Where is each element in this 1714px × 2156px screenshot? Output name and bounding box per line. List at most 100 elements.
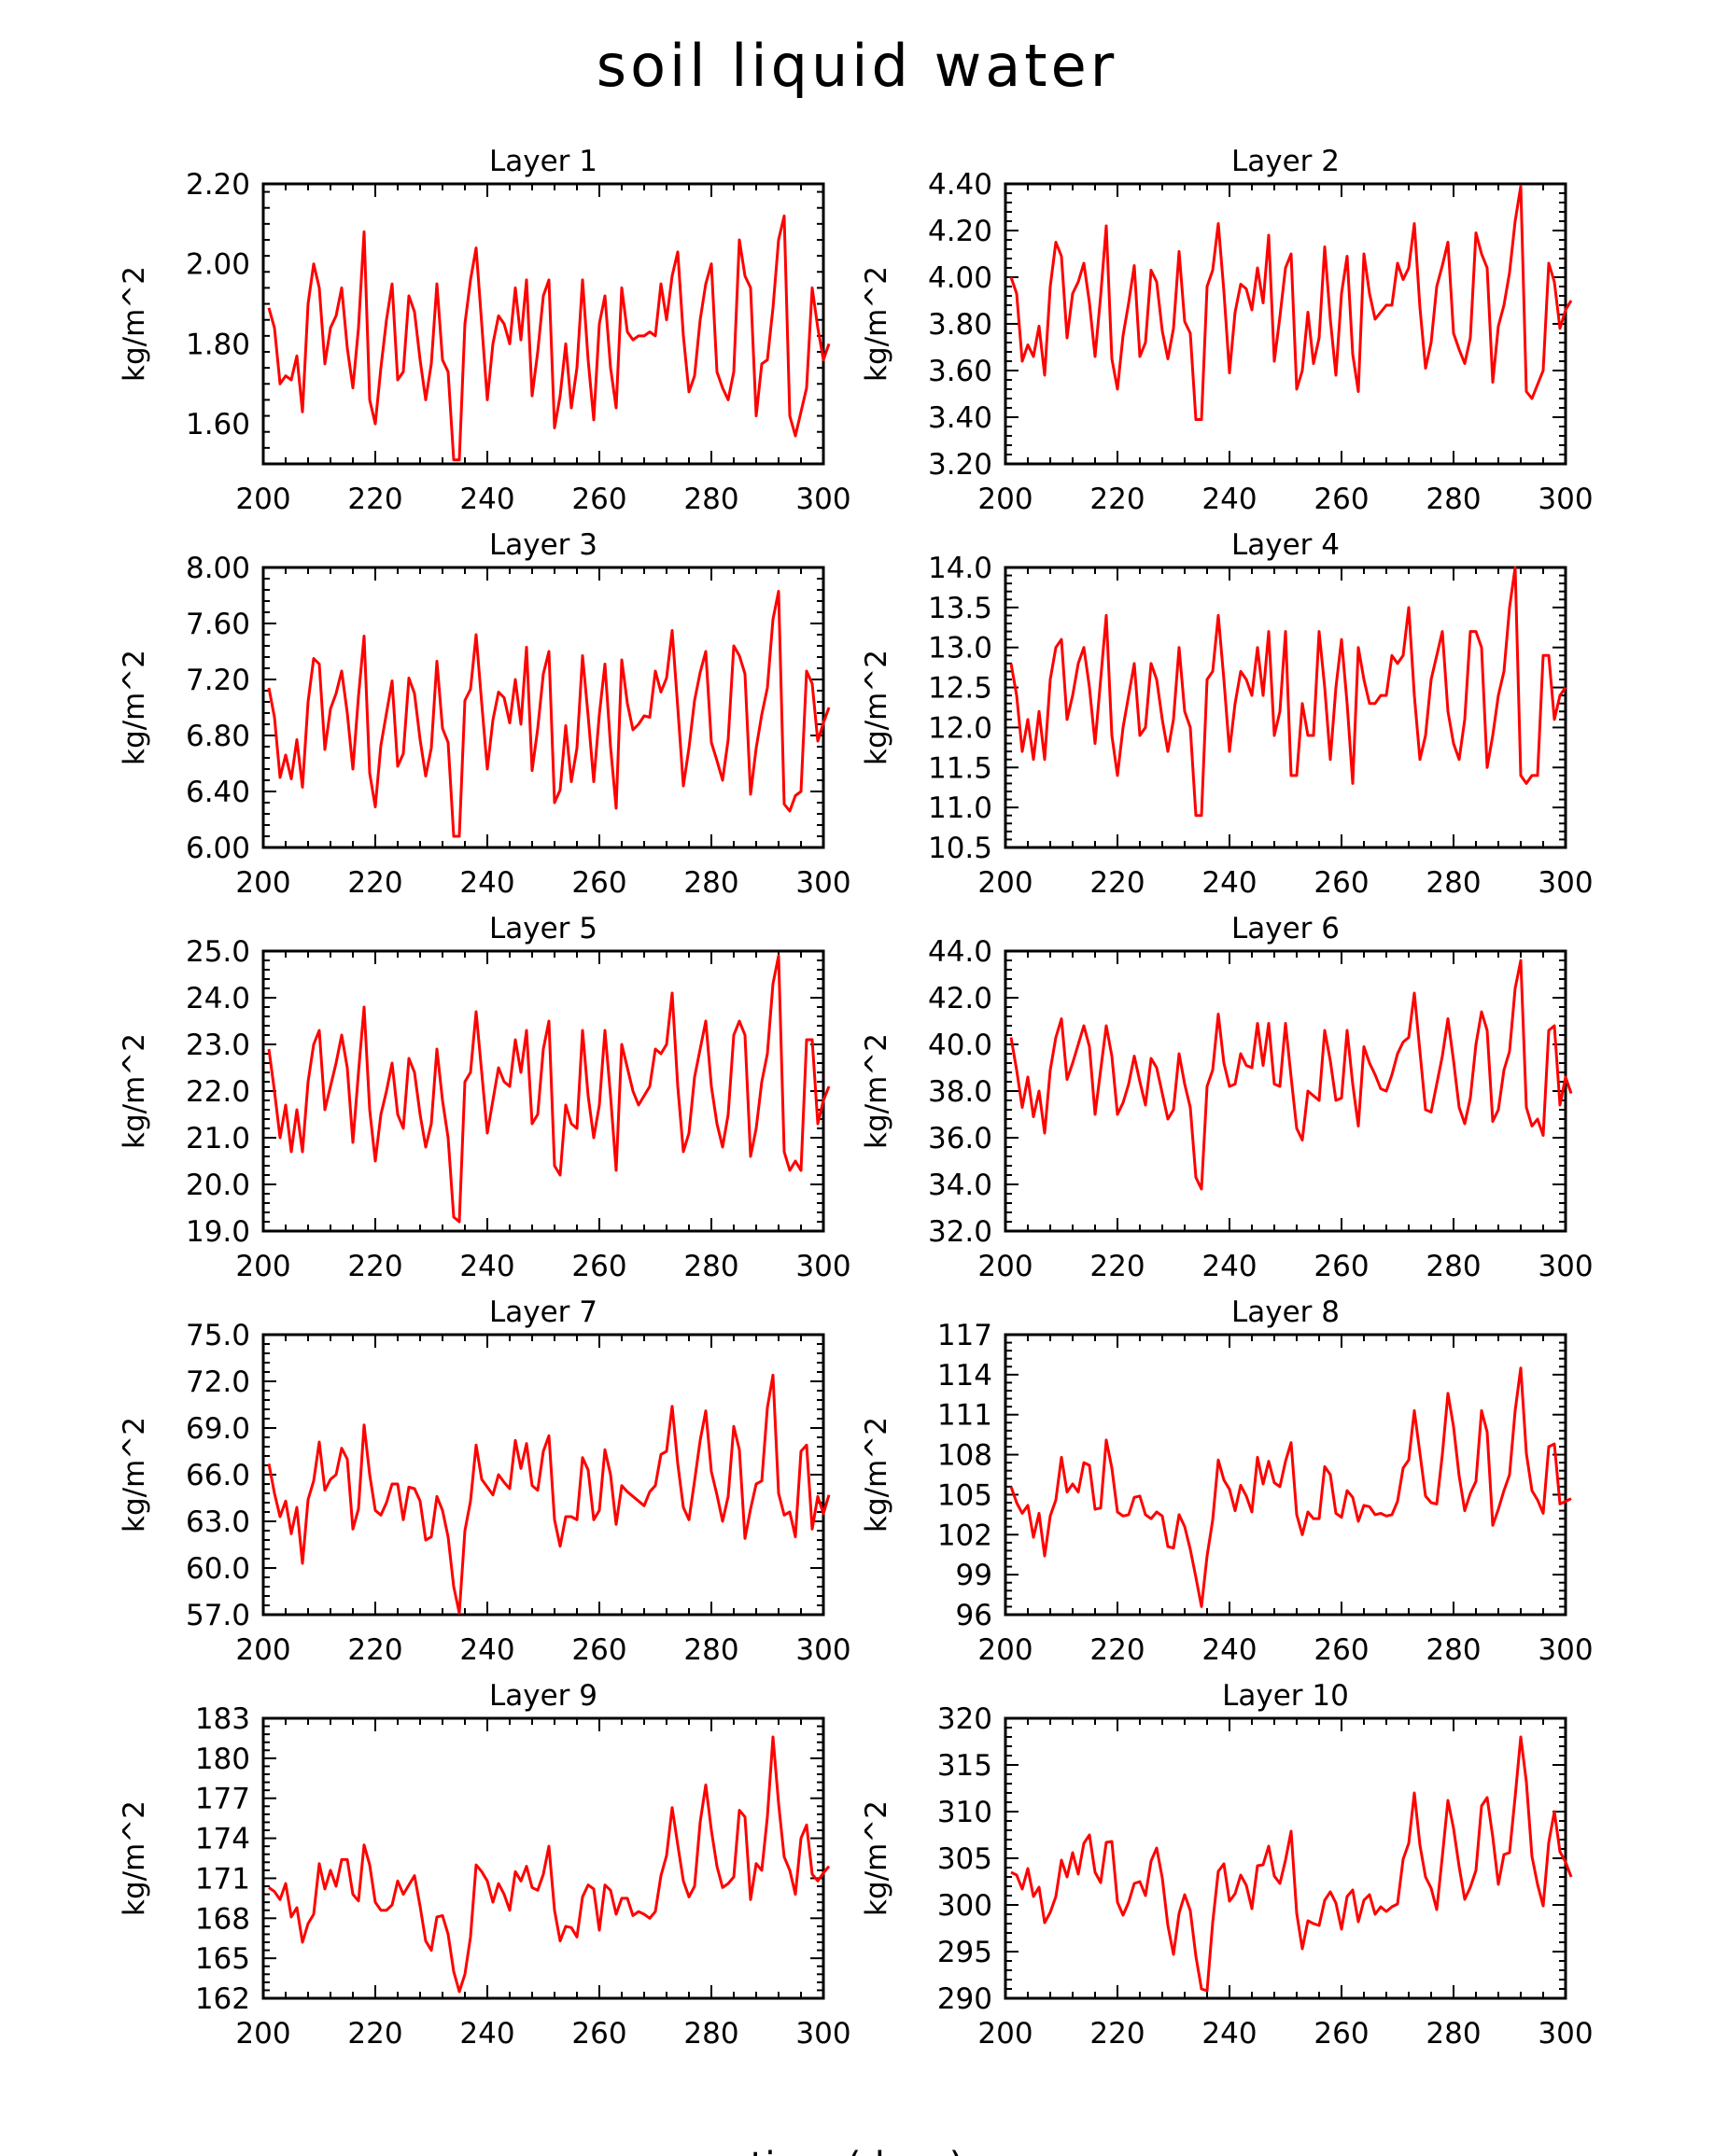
- x-tick-label: 220: [347, 483, 402, 516]
- x-tick-label: 280: [1426, 2017, 1481, 2051]
- y-tick-label: 60.0: [186, 1552, 250, 1586]
- y-tick-label: 165: [195, 1942, 250, 1976]
- x-tick-label: 300: [1538, 1250, 1593, 1283]
- figure-title: soil liquid water: [597, 32, 1117, 100]
- y-tick-label: 23.0: [186, 1029, 250, 1062]
- y-tick-label: 2.00: [186, 248, 250, 282]
- y-tick-label: 40.0: [928, 1029, 992, 1062]
- y-tick-label: 290: [937, 1982, 992, 2016]
- x-tick-label: 200: [235, 866, 290, 900]
- y-tick-label: 6.80: [186, 720, 250, 753]
- y-axis-label: kg/m^2: [860, 1417, 893, 1533]
- x-tick-label: 200: [235, 483, 290, 516]
- series-line: [1010, 1735, 1573, 1993]
- y-tick-label: 21.0: [186, 1122, 250, 1155]
- x-tick-label: 240: [459, 483, 514, 516]
- x-tick-label: 240: [1201, 1633, 1257, 1667]
- y-tick-label: 8.00: [186, 552, 250, 585]
- plot-frame: [1004, 1333, 1567, 1617]
- panel-title: Layer 9: [489, 1679, 597, 1713]
- y-tick-label: 108: [937, 1439, 992, 1473]
- partial-bottom-text: time (days): [751, 2145, 964, 2156]
- x-tick-label: 300: [1538, 483, 1593, 516]
- x-tick-label: 280: [683, 483, 738, 516]
- x-tick-label: 300: [795, 483, 850, 516]
- x-tick-label: 260: [1314, 1250, 1369, 1283]
- y-axis-label: kg/m^2: [118, 266, 151, 382]
- series-line: [1009, 566, 1567, 818]
- panel-title: Layer 3: [489, 528, 597, 562]
- y-axis-label: kg/m^2: [860, 1033, 893, 1149]
- y-tick-label: 19.0: [186, 1215, 250, 1249]
- y-tick-label: 4.20: [928, 215, 992, 248]
- x-tick-label: 220: [1089, 2017, 1145, 2051]
- chart-panel-1: Layer 1 200 220 240 260 280 300 1.60 1.80 2.00 2.2…: [118, 145, 851, 516]
- y-tick-label: 7.20: [186, 664, 250, 697]
- panel-title: Layer 4: [1231, 528, 1340, 562]
- y-tick-label: 305: [937, 1842, 992, 1876]
- y-axis-label: kg/m^2: [860, 1800, 893, 1916]
- x-tick-label: 260: [571, 2017, 626, 2051]
- y-tick-label: 117: [937, 1319, 992, 1352]
- y-axis-label: kg/m^2: [118, 650, 151, 765]
- x-tick-label: 280: [1426, 866, 1481, 900]
- x-tick-label: 200: [977, 1633, 1033, 1667]
- y-tick-label: 105: [937, 1478, 992, 1512]
- x-tick-label: 200: [977, 866, 1033, 900]
- y-tick-label: 36.0: [928, 1122, 992, 1155]
- y-tick-label: 3.60: [928, 355, 992, 388]
- y-tick-label: 171: [195, 1862, 250, 1896]
- series-line: [267, 954, 831, 1224]
- series-line: [1009, 185, 1573, 421]
- y-tick-label: 162: [195, 1982, 250, 2016]
- y-tick-label: 4.00: [928, 261, 992, 295]
- x-tick-label: 220: [347, 1250, 402, 1283]
- x-tick-label: 200: [977, 483, 1033, 516]
- x-tick-label: 220: [1089, 1633, 1145, 1667]
- x-tick-label: 260: [1314, 2017, 1369, 2051]
- y-tick-label: 96: [956, 1599, 992, 1632]
- y-axis-label: kg/m^2: [118, 1417, 151, 1533]
- plot-frame: [1004, 566, 1567, 849]
- chart-panel-9: Layer 9 200 220 240 260 280 300 162 165 168 171 174…: [118, 1679, 851, 2051]
- x-tick-label: 260: [571, 1633, 626, 1667]
- y-tick-label: 320: [937, 1702, 992, 1736]
- x-tick-label: 200: [977, 2017, 1033, 2051]
- y-tick-label: 7.60: [186, 608, 250, 641]
- x-tick-label: 280: [1426, 1250, 1481, 1283]
- y-tick-label: 25.0: [186, 935, 250, 969]
- y-tick-label: 11.5: [928, 751, 992, 785]
- x-tick-label: 280: [683, 2017, 738, 2051]
- y-tick-label: 42.0: [928, 982, 992, 1015]
- y-tick-label: 22.0: [186, 1075, 250, 1109]
- x-tick-label: 260: [571, 483, 626, 516]
- y-tick-label: 102: [937, 1519, 992, 1552]
- y-tick-label: 14.0: [928, 552, 992, 585]
- y-tick-label: 10.5: [928, 832, 992, 865]
- plot-frame: [1004, 182, 1567, 466]
- x-tick-label: 300: [795, 1633, 850, 1667]
- y-tick-label: 3.40: [928, 401, 992, 435]
- x-tick-label: 220: [1089, 1250, 1145, 1283]
- x-tick-label: 240: [459, 866, 514, 900]
- y-tick-label: 1.60: [186, 408, 250, 441]
- y-tick-label: 44.0: [928, 935, 992, 969]
- x-tick-label: 240: [459, 1633, 514, 1667]
- x-tick-label: 300: [795, 866, 850, 900]
- x-tick-label: 200: [235, 2017, 290, 2051]
- y-tick-label: 3.80: [928, 308, 992, 342]
- y-tick-label: 183: [195, 1702, 250, 1736]
- y-tick-label: 69.0: [186, 1412, 250, 1446]
- x-tick-label: 300: [1538, 866, 1593, 900]
- plot-frame: [261, 949, 825, 1233]
- y-tick-label: 32.0: [928, 1215, 992, 1249]
- y-tick-label: 11.0: [928, 791, 992, 825]
- panel-title: Layer 1: [489, 145, 597, 178]
- y-tick-label: 1.80: [186, 328, 250, 361]
- panel-title: Layer 5: [489, 912, 597, 945]
- x-tick-label: 300: [1538, 1633, 1593, 1667]
- panels-container: Layer 1 200 220 240 260 280 300 1.60 1.80 2.00 2.2…: [118, 145, 1594, 2051]
- y-tick-label: 168: [195, 1902, 250, 1936]
- series-line: [1009, 1366, 1572, 1608]
